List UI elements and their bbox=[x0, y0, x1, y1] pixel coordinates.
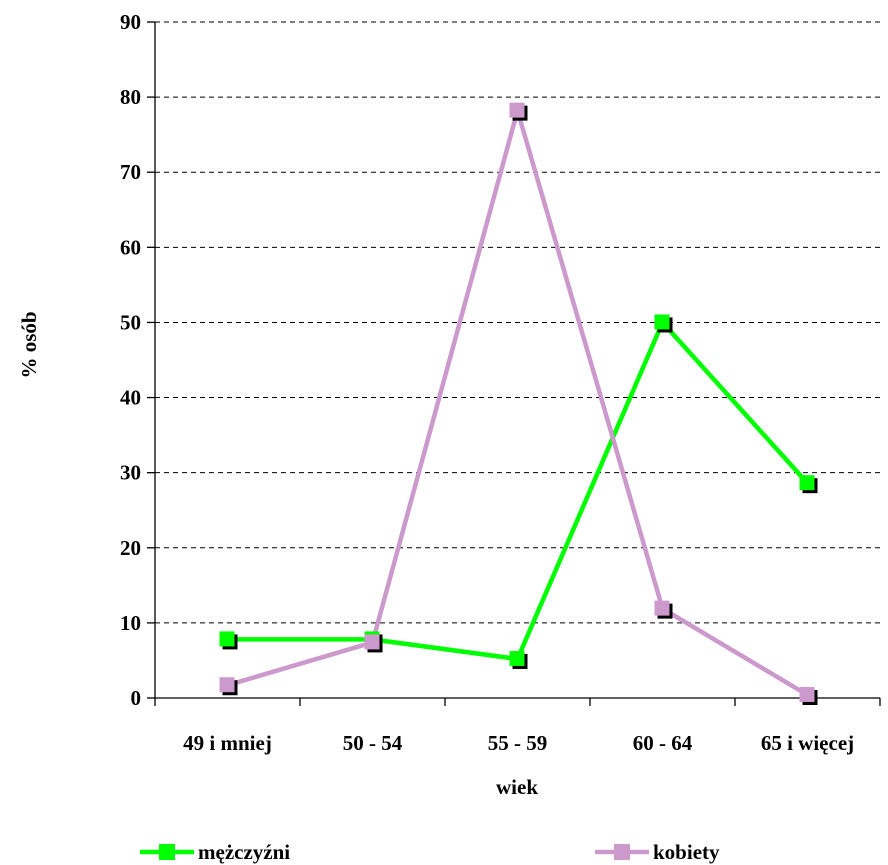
x-tick-label: 55 - 59 bbox=[488, 731, 548, 755]
data-point bbox=[509, 102, 528, 121]
legend-item: mężczyźni bbox=[140, 840, 290, 864]
data-point bbox=[219, 631, 238, 650]
x-tick-label: 49 i mniej bbox=[183, 731, 272, 755]
series-line bbox=[226, 108, 809, 697]
legend-label: kobiety bbox=[653, 840, 720, 864]
y-tick-label: 80 bbox=[120, 85, 141, 109]
y-tick-label: 10 bbox=[120, 611, 141, 635]
axes bbox=[154, 22, 880, 699]
x-axis-title: wiek bbox=[496, 775, 538, 799]
data-point bbox=[509, 650, 528, 669]
data-point bbox=[799, 475, 818, 494]
series-line bbox=[227, 320, 810, 662]
y-tick-label: 60 bbox=[120, 235, 141, 259]
y-tick-label: 70 bbox=[120, 160, 141, 184]
legend-item: kobiety bbox=[595, 840, 720, 864]
legend-label: mężczyźni bbox=[198, 840, 290, 864]
y-axis-ticks: 0 10 20 30 40 50 60 70 80 90 bbox=[120, 10, 155, 710]
x-axis-ticks: 49 i mniej 50 - 54 55 - 59 60 - 64 65 i więc… bbox=[154, 698, 881, 755]
data-point bbox=[799, 686, 818, 705]
y-tick-label: 30 bbox=[120, 461, 141, 485]
series-group bbox=[219, 102, 818, 705]
data-point bbox=[654, 314, 673, 333]
y-tick-label: 20 bbox=[120, 536, 141, 560]
y-axis-title: % osób bbox=[17, 311, 41, 378]
x-tick-label: 65 i więcej bbox=[761, 731, 854, 755]
legend-marker bbox=[614, 844, 630, 860]
gridlines bbox=[155, 21, 880, 624]
data-point bbox=[364, 634, 383, 653]
x-tick-label: 60 - 64 bbox=[633, 731, 693, 755]
y-tick-label: 40 bbox=[120, 386, 141, 410]
legend-marker bbox=[159, 844, 175, 860]
x-tick-label: 50 - 54 bbox=[343, 731, 403, 755]
data-point bbox=[654, 600, 673, 619]
data-point bbox=[219, 677, 238, 696]
y-tick-label: 0 bbox=[131, 686, 142, 710]
legend: mężczyźni kobiety bbox=[140, 840, 720, 864]
y-tick-label: 50 bbox=[120, 310, 141, 334]
y-tick-label: 90 bbox=[120, 10, 141, 34]
